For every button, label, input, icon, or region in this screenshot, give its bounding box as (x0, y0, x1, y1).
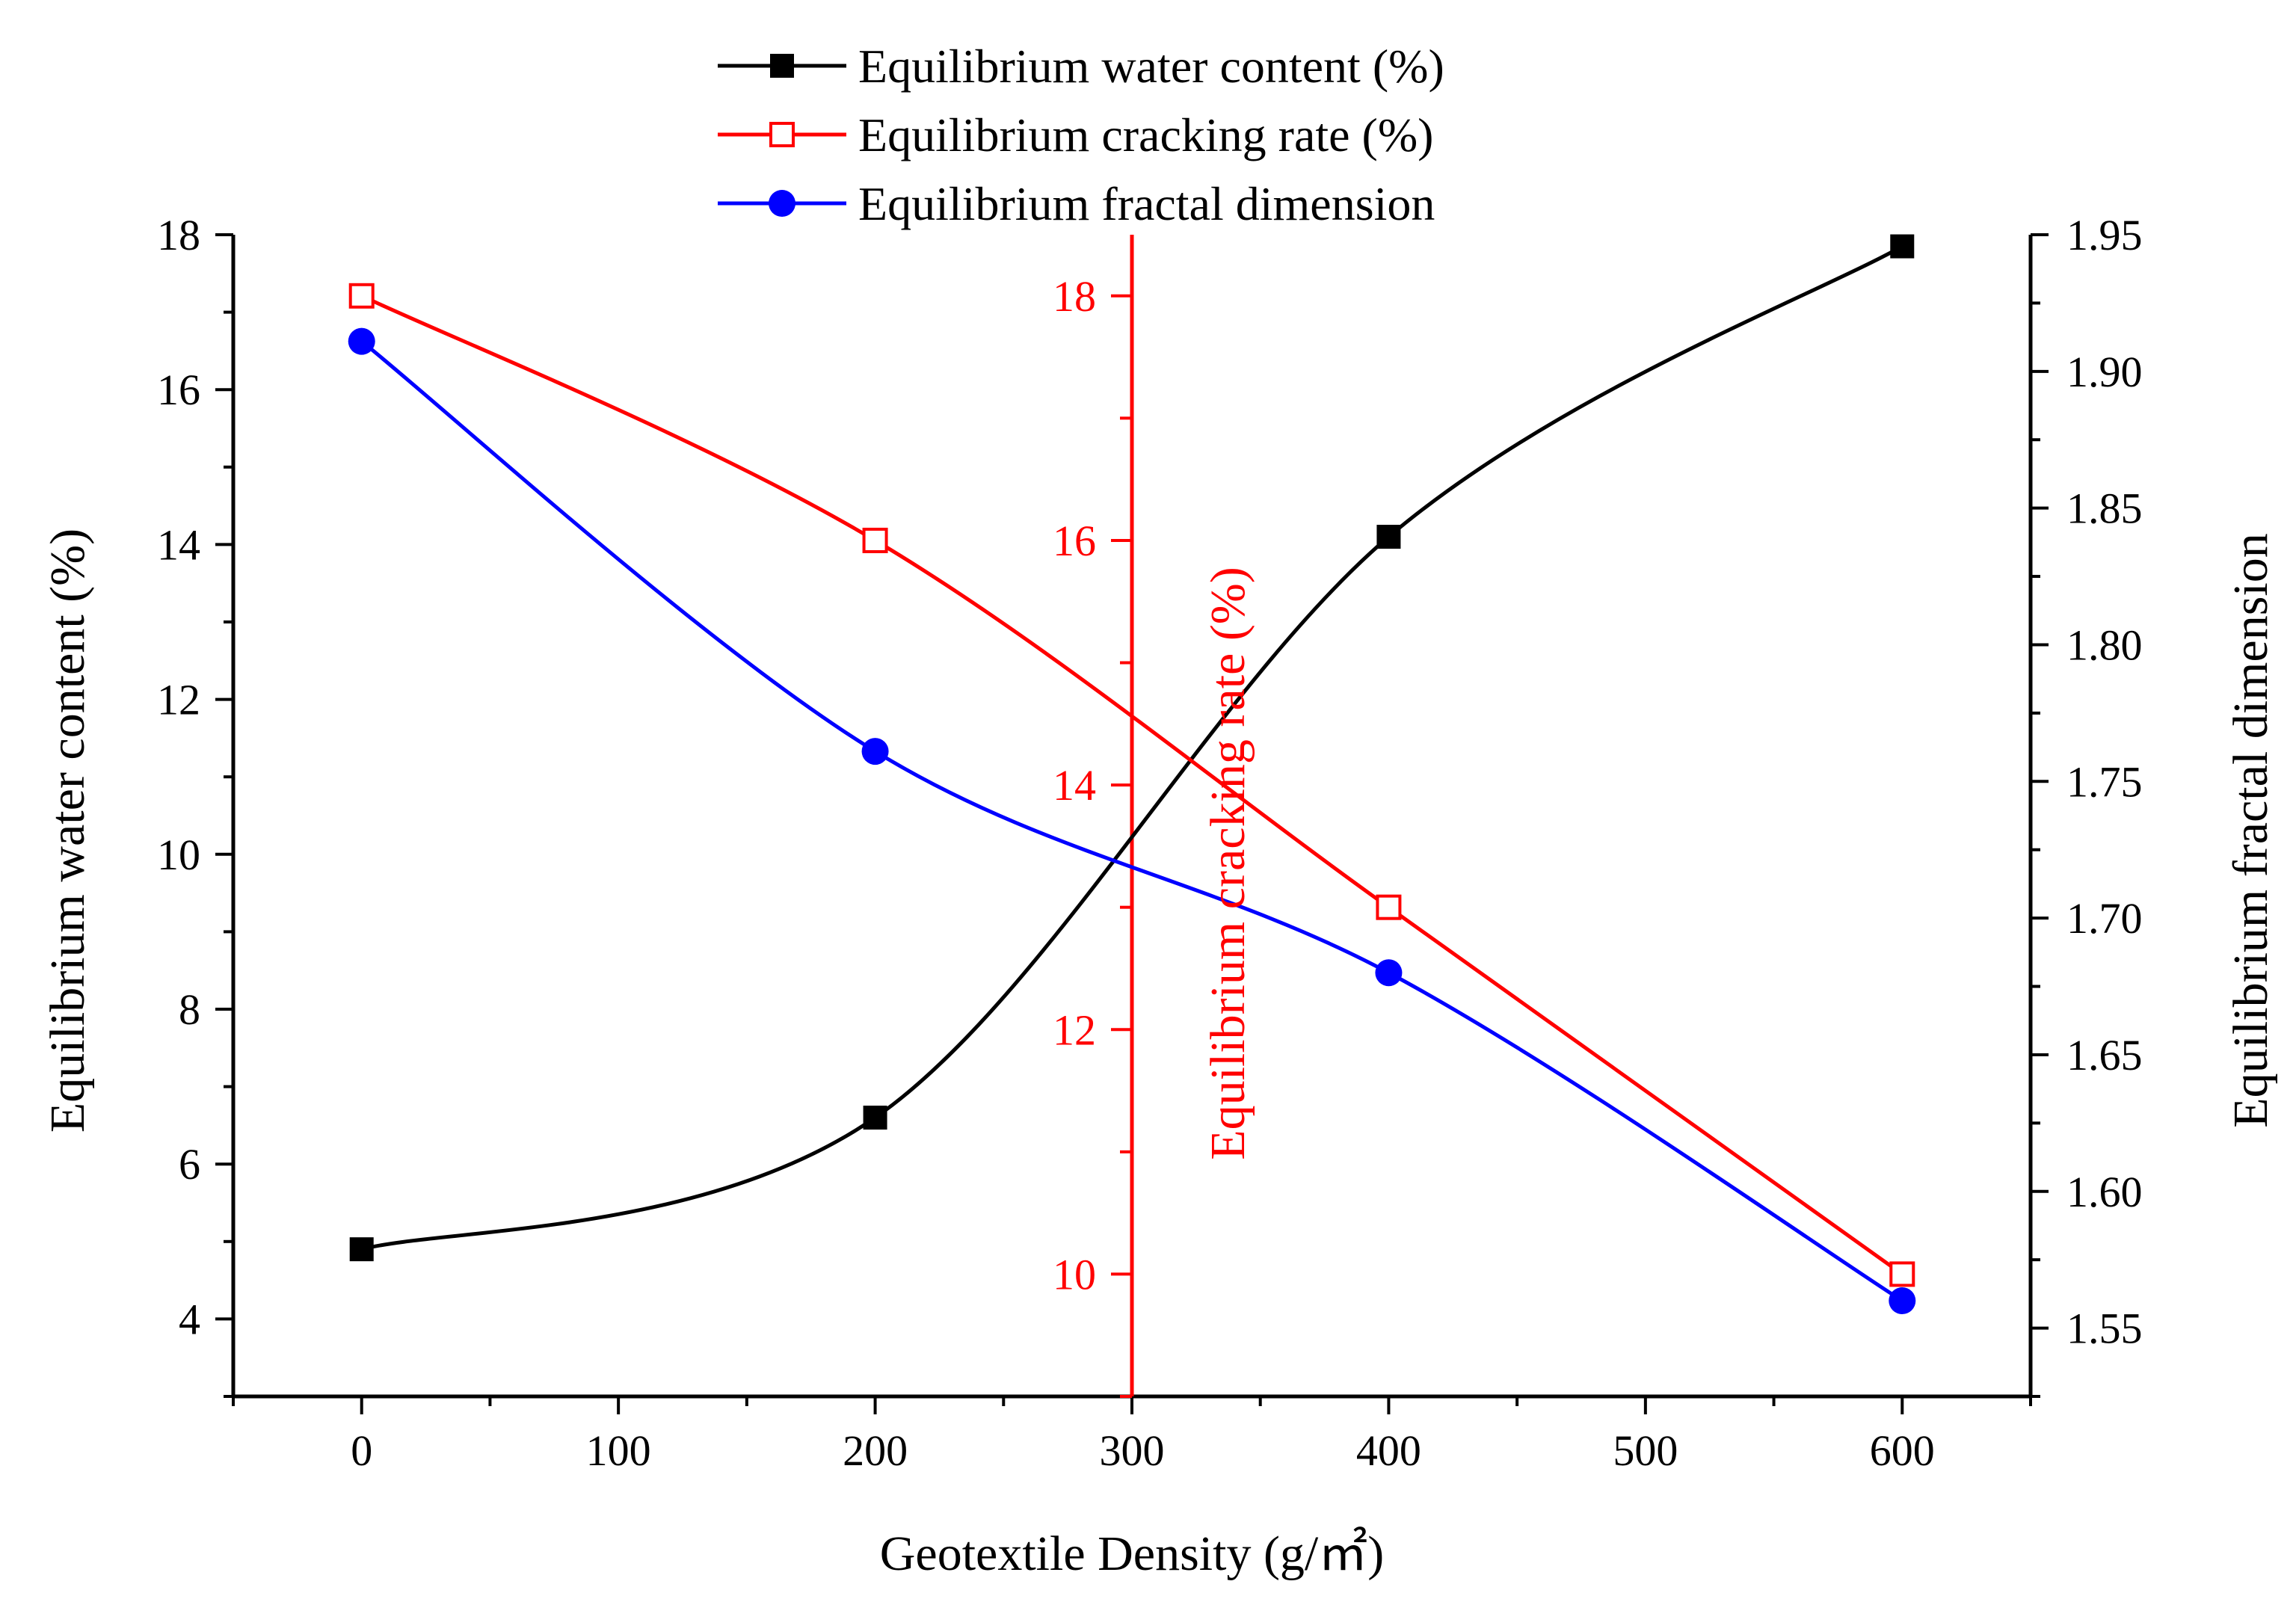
middle-y-axis-title: Equilibrium cracking rate (%) (1201, 567, 1255, 1160)
right-y-axis-title: Equilibrium fractal dimension (2223, 533, 2278, 1127)
right-y-tick-label: 1.90 (2066, 348, 2143, 396)
legend-marker-0 (770, 54, 794, 78)
right-y-tick-label: 1.65 (2066, 1031, 2143, 1079)
left-y-tick-label: 10 (157, 831, 200, 879)
fractal-dimension-point (1375, 959, 1403, 987)
cracking-rate-point (862, 527, 888, 553)
left-y-tick-label: 18 (157, 211, 200, 259)
left-y-axis-title: Equilibrium water content (%) (40, 529, 95, 1133)
right-y-tick-label: 1.80 (2066, 620, 2143, 669)
middle-y-tick-label: 16 (1053, 517, 1096, 565)
legend-label-2: Equilibrium fractal dimension (858, 177, 1435, 230)
cracking-rate-point (1889, 1261, 1915, 1287)
series-line-1 (360, 294, 1903, 1276)
right-y-tick-label: 1.95 (2066, 211, 2143, 259)
left-y-tick-label: 12 (157, 676, 200, 724)
series-line-0 (361, 244, 1903, 1251)
middle-y-tick-label: 18 (1053, 272, 1096, 321)
axes-layer: 0 100 200 300 400 500 600 4 6 8 10 12 14 16 18 10 12 14 16… (157, 211, 2143, 1475)
left-y-tick-label: 14 (157, 520, 200, 569)
fractal-dimension-point (348, 327, 375, 355)
right-y-tick-label: 1.75 (2066, 757, 2143, 806)
legend: Equilibrium water content (%) Equilibrium… (718, 40, 1444, 230)
left-y-tick-label: 6 (179, 1140, 200, 1189)
legend-marker-2 (769, 190, 795, 217)
x-tick-label: 0 (351, 1426, 372, 1475)
right-y-tick-label: 1.70 (2066, 894, 2143, 943)
x-tick-label: 300 (1100, 1426, 1165, 1475)
left-y-tick-label: 8 (179, 985, 200, 1034)
x-tick-label: 500 (1613, 1426, 1678, 1475)
legend-marker-1 (769, 122, 795, 147)
legend-label-1: Equilibrium cracking rate (%) (858, 108, 1433, 161)
series-layer (348, 234, 1916, 1315)
fractal-dimension-point (861, 738, 889, 765)
cracking-rate-point (348, 283, 375, 309)
left-y-tick-label: 4 (179, 1295, 200, 1343)
x-tick-label: 200 (843, 1426, 908, 1475)
right-y-tick-label: 1.55 (2066, 1304, 2143, 1353)
right-y-tick-label: 1.85 (2066, 484, 2143, 533)
x-tick-label: 400 (1356, 1426, 1421, 1475)
middle-y-tick-label: 10 (1053, 1250, 1096, 1298)
legend-label-0: Equilibrium water content (%) (858, 40, 1444, 93)
series-line-2 (360, 339, 1903, 1303)
x-tick-label: 100 (586, 1426, 651, 1475)
cracking-rate-point (1376, 894, 1402, 920)
right-y-tick-label: 1.60 (2066, 1168, 2143, 1216)
water-content-point (1890, 234, 1915, 259)
water-content-point (1376, 525, 1401, 549)
water-content-point (863, 1106, 887, 1130)
x-tick-label: 600 (1870, 1426, 1935, 1475)
left-y-tick-label: 16 (157, 366, 200, 414)
middle-y-tick-label: 14 (1053, 761, 1096, 810)
water-content-point (349, 1237, 374, 1262)
x-axis-title: Geotextile Density (g/㎡) (880, 1526, 1385, 1581)
fractal-dimension-point (1889, 1287, 1916, 1315)
middle-y-tick-label: 12 (1053, 1005, 1096, 1054)
